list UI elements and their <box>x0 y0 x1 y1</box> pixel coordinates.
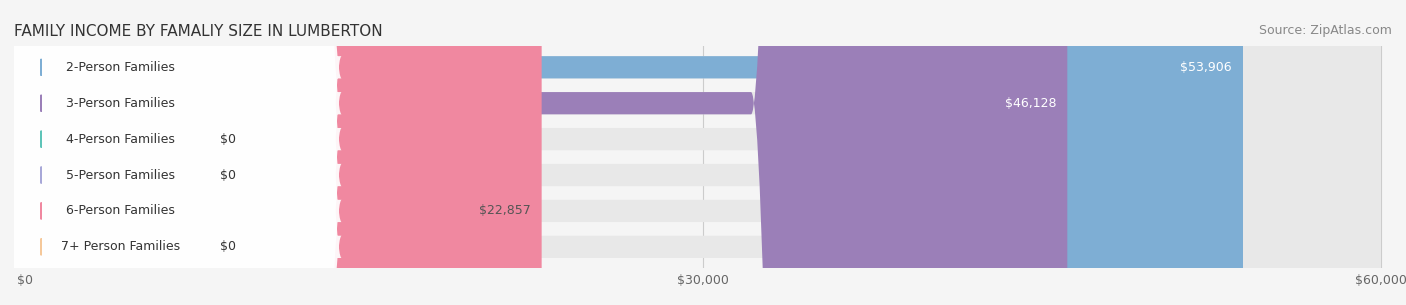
Text: $0: $0 <box>219 240 236 253</box>
FancyBboxPatch shape <box>0 0 342 305</box>
FancyBboxPatch shape <box>25 0 1381 305</box>
FancyBboxPatch shape <box>0 0 207 305</box>
Text: $53,906: $53,906 <box>1180 61 1232 74</box>
FancyBboxPatch shape <box>25 0 1381 305</box>
Text: $0: $0 <box>219 133 236 145</box>
FancyBboxPatch shape <box>25 0 541 305</box>
FancyBboxPatch shape <box>0 0 342 305</box>
Text: 5-Person Families: 5-Person Families <box>66 169 174 181</box>
FancyBboxPatch shape <box>25 0 1381 305</box>
Text: 3-Person Families: 3-Person Families <box>66 97 174 110</box>
Text: FAMILY INCOME BY FAMALIY SIZE IN LUMBERTON: FAMILY INCOME BY FAMALIY SIZE IN LUMBERT… <box>14 24 382 39</box>
FancyBboxPatch shape <box>25 0 1381 305</box>
FancyBboxPatch shape <box>25 0 1381 305</box>
Text: $46,128: $46,128 <box>1004 97 1056 110</box>
FancyBboxPatch shape <box>0 0 342 305</box>
FancyBboxPatch shape <box>25 0 1243 305</box>
Text: $0: $0 <box>219 169 236 181</box>
FancyBboxPatch shape <box>25 0 1067 305</box>
FancyBboxPatch shape <box>0 0 342 305</box>
FancyBboxPatch shape <box>0 0 342 305</box>
Text: 4-Person Families: 4-Person Families <box>66 133 174 145</box>
Text: Source: ZipAtlas.com: Source: ZipAtlas.com <box>1258 24 1392 38</box>
FancyBboxPatch shape <box>0 0 207 305</box>
Text: 6-Person Families: 6-Person Families <box>66 204 174 217</box>
Text: $22,857: $22,857 <box>478 204 530 217</box>
FancyBboxPatch shape <box>0 0 207 305</box>
Text: 7+ Person Families: 7+ Person Families <box>60 240 180 253</box>
Text: 2-Person Families: 2-Person Families <box>66 61 174 74</box>
FancyBboxPatch shape <box>25 0 1381 305</box>
FancyBboxPatch shape <box>0 0 342 305</box>
